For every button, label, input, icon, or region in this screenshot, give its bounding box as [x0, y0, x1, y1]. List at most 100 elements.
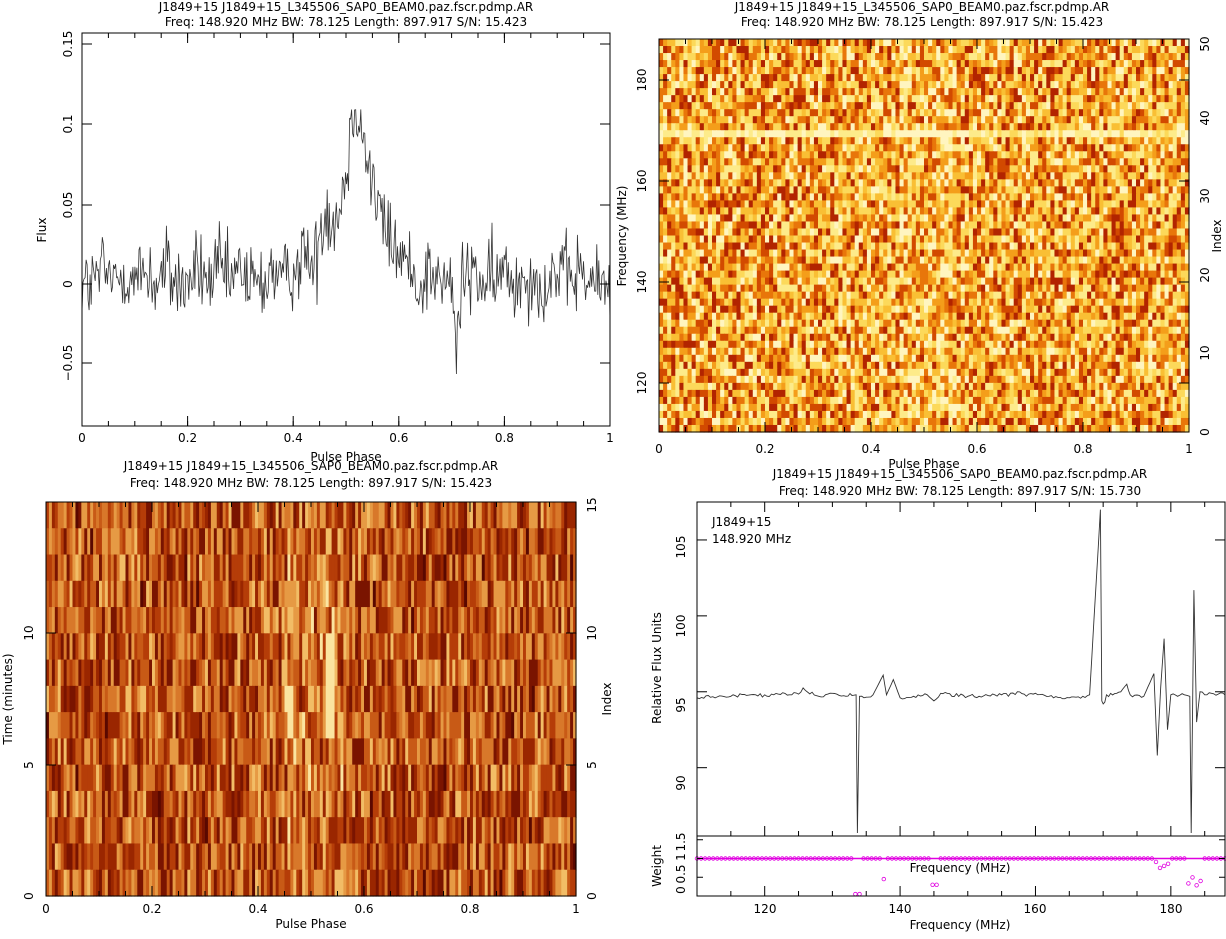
- freqphase-cell: [1018, 144, 1023, 152]
- freqphase-cell: [1050, 74, 1055, 82]
- freqphase-cell: [700, 137, 705, 145]
- freqphase-cell: [920, 60, 925, 68]
- freqphase-cell: [1116, 102, 1121, 110]
- freqphase-cell: [1165, 221, 1170, 229]
- freqphase-cell: [745, 165, 750, 173]
- freqphase-cell: [924, 81, 929, 89]
- freqphase-cell: [871, 236, 876, 244]
- freqphase-cell: [1120, 123, 1125, 131]
- freqphase-cell: [1079, 179, 1084, 187]
- freqphase-cell: [1120, 207, 1125, 215]
- freqphase-cell: [794, 95, 799, 103]
- freqphase-cell: [912, 264, 917, 272]
- freqphase-cell: [1156, 74, 1161, 82]
- freqphase-cell: [1103, 95, 1108, 103]
- freqphase-cell: [1128, 116, 1133, 124]
- freqphase-cell: [700, 67, 705, 75]
- freqphase-cell: [826, 221, 831, 229]
- freqphase-cell: [785, 271, 790, 279]
- freqphase-cell: [977, 102, 982, 110]
- freqphase-cell: [1152, 193, 1157, 201]
- freqphase-cell: [912, 278, 917, 286]
- freqphase-cell: [1107, 67, 1112, 75]
- freqphase-cell: [838, 88, 843, 96]
- freqphase-cell: [928, 116, 933, 124]
- freqphase-cell: [1140, 278, 1145, 286]
- freqphase-cell: [920, 158, 925, 166]
- freqphase-cell: [1144, 200, 1149, 208]
- freqphase-cell: [936, 200, 941, 208]
- freqphase-cell: [875, 53, 880, 61]
- freqphase-cell: [1112, 81, 1117, 89]
- freqphase-cell: [712, 144, 717, 152]
- freqphase-cell: [720, 74, 725, 82]
- freqphase-cell: [769, 228, 774, 236]
- freqphase-cell: [732, 165, 737, 173]
- freqphase-cell: [794, 46, 799, 54]
- freqphase-cell: [1165, 144, 1170, 152]
- freqphase-cell: [932, 53, 937, 61]
- freqphase-cell: [765, 193, 770, 201]
- freqphase-cell: [953, 165, 958, 173]
- freqphase-cell: [1116, 151, 1121, 159]
- freqphase-cell: [948, 116, 953, 124]
- freqphase-cell: [1006, 116, 1011, 124]
- freqphase-cell: [1095, 292, 1100, 300]
- freqphase-cell: [1132, 200, 1137, 208]
- freqphase-cell: [753, 264, 758, 272]
- freqphase-cell: [1001, 299, 1006, 307]
- freqphase-cell: [953, 257, 958, 265]
- freqphase-cell: [859, 116, 864, 124]
- freqphase-cell: [696, 53, 701, 61]
- freqphase-cell: [863, 158, 868, 166]
- freqphase-cell: [1160, 264, 1165, 272]
- freqphase-cell: [663, 299, 668, 307]
- freqphase-cell: [1083, 236, 1088, 244]
- freqphase-cell: [993, 67, 998, 75]
- freqphase-cell: [1014, 264, 1019, 272]
- freqphase-cell: [859, 285, 864, 293]
- freqphase-cell: [936, 39, 941, 47]
- freqphase-cell: [1132, 186, 1137, 194]
- freqphase-cell: [912, 130, 917, 138]
- freqphase-cell: [728, 271, 733, 279]
- freqphase-cell: [802, 39, 807, 47]
- freqphase-cell: [985, 236, 990, 244]
- freqphase-cell: [916, 278, 921, 286]
- freqphase-cell: [863, 109, 868, 117]
- freqphase-cell: [1091, 179, 1096, 187]
- freqphase-cell: [798, 292, 803, 300]
- freqphase-cell: [675, 102, 680, 110]
- freqphase-cell: [716, 165, 721, 173]
- freqphase-cell: [1022, 165, 1027, 173]
- freqphase-cell: [863, 236, 868, 244]
- freqphase-cell: [679, 95, 684, 103]
- freqphase-cell: [1075, 39, 1080, 47]
- freqphase-cell: [1152, 257, 1157, 265]
- freqphase-cell: [720, 179, 725, 187]
- freqphase-cell: [700, 271, 705, 279]
- freqphase-cell: [671, 158, 676, 166]
- freqphase-cell: [924, 172, 929, 180]
- freqphase-cell: [826, 130, 831, 138]
- freqphase-cell: [732, 207, 737, 215]
- freqphase-cell: [1063, 236, 1068, 244]
- freqphase-cell: [659, 102, 664, 110]
- freqphase-cell: [814, 271, 819, 279]
- freqphase-cell: [863, 137, 868, 145]
- freqphase-cell: [692, 200, 697, 208]
- freqphase-cell: [1006, 214, 1011, 222]
- freqphase-cell: [1075, 88, 1080, 96]
- freqphase-cell: [1165, 116, 1170, 124]
- freqphase-cell: [989, 67, 994, 75]
- freqphase-cell: [993, 123, 998, 131]
- freqphase-cell: [1165, 236, 1170, 244]
- freqphase-cell: [863, 264, 868, 272]
- freqphase-cell: [973, 81, 978, 89]
- freqphase-cell: [802, 74, 807, 82]
- freqphase-cell: [1059, 67, 1064, 75]
- freqphase-cell: [683, 102, 688, 110]
- freqphase-cell: [679, 271, 684, 279]
- freqphase-cell: [1095, 116, 1100, 124]
- freqphase-cell: [675, 123, 680, 131]
